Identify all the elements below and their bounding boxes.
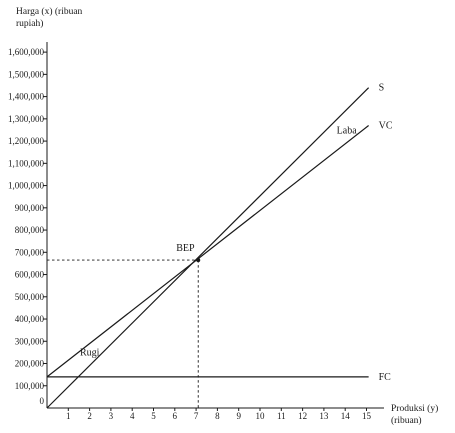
x-tick-label: 3 [109,411,114,421]
x-tick-label: 7 [194,411,199,421]
series-label-vc: VC [379,121,393,132]
annotation-rugi: Rugi [80,348,100,359]
y-tick-label: 0 [40,396,45,406]
x-tick-label: 9 [236,411,241,421]
x-axis-title-line2: (ribuan) [391,415,422,426]
y-tick-label: 500,000 [15,292,45,302]
y-tick-label: 600,000 [15,270,45,280]
x-tick-label: 2 [87,411,92,421]
x-tick-label: 13 [319,411,329,421]
series-label-fc: FC [379,372,392,383]
series-line-s [46,87,370,409]
series-label-s: S [379,83,385,94]
y-tick-label: 100,000 [15,381,45,391]
x-tick-label: 4 [130,411,135,421]
x-tick-label: 10 [256,411,266,421]
x-tick-label: 1 [66,411,71,421]
x-tick-label: 6 [173,411,178,421]
y-tick-label: 1,500,000 [8,69,45,79]
y-tick-label: 1,100,000 [8,158,45,168]
x-tick-label: 11 [277,411,286,421]
y-axis-title-line2: rupiah) [16,18,43,29]
x-tick-label: 5 [151,411,156,421]
x-tick-label: 12 [298,411,307,421]
bep-point [196,258,201,263]
y-tick-label: 1,400,000 [8,92,45,102]
y-tick-label: 1,000,000 [8,181,45,191]
y-tick-label: 700,000 [15,247,45,257]
x-tick-label: 15 [362,411,372,421]
y-tick-label: 200,000 [15,359,45,369]
y-tick-label: 800,000 [15,225,45,235]
y-tick-label: 400,000 [15,314,45,324]
x-tick-label: 8 [215,411,220,421]
annotation-laba: Laba [337,125,358,136]
y-tick-label: 1,200,000 [8,136,45,146]
x-tick-label: 14 [341,411,351,421]
y-tick-label: 1,300,000 [8,114,45,124]
y-tick-label: 1,600,000 [8,47,45,57]
x-axis-title-line1: Produksi (y) [391,403,438,414]
series-line-vc [46,125,369,378]
y-axis-title-line1: Harga (x) (ribuan [16,6,83,17]
bep-label: BEP [176,243,195,254]
y-tick-label: 900,000 [15,203,45,213]
y-tick-label: 300,000 [15,336,45,346]
